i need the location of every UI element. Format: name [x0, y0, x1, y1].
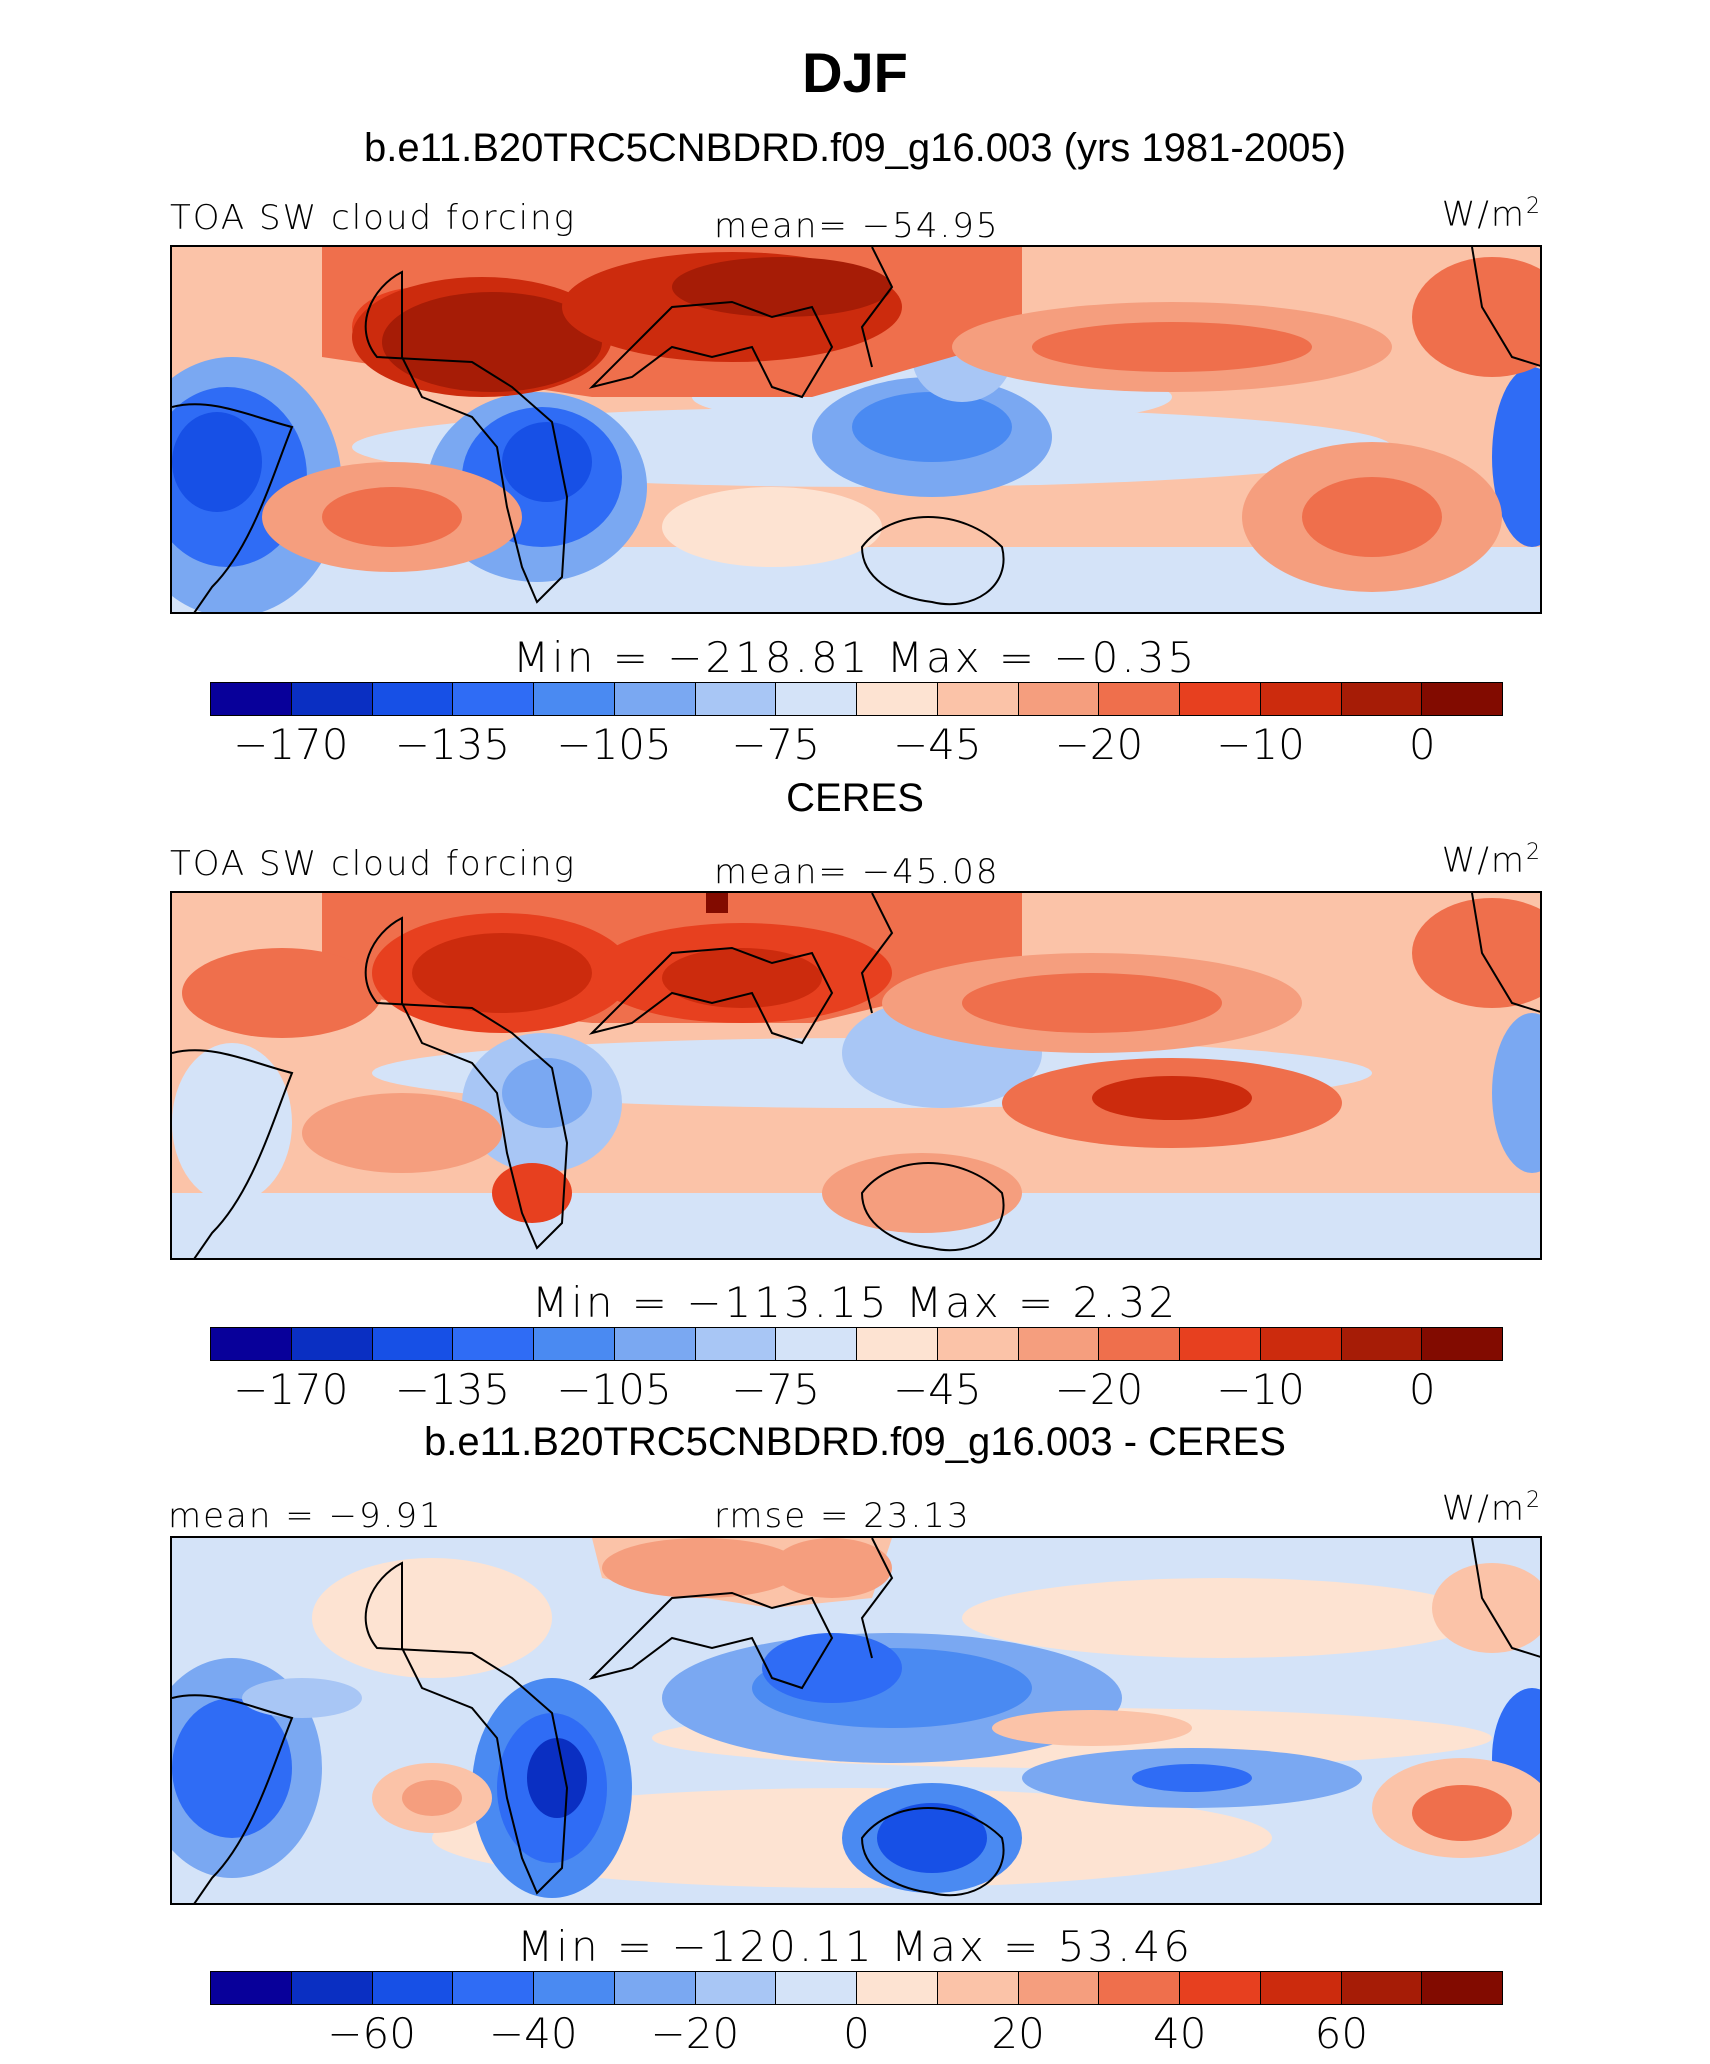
colorbar-tick-label: 60 — [1314, 2009, 1369, 2058]
colorbar-box — [1341, 1972, 1423, 2004]
colorbar-box — [372, 683, 454, 715]
panel2-colorbar — [210, 1327, 1503, 1361]
colorbar-box — [211, 1972, 292, 2004]
colorbar-tick-label: −170 — [233, 1365, 349, 1414]
colorbar-box — [776, 1328, 857, 1360]
colorbar-tick-label: 0 — [1408, 1365, 1436, 1414]
colorbar-box — [614, 1328, 696, 1360]
colorbar-box — [937, 1972, 1019, 2004]
colorbar-tick-label: −170 — [233, 720, 349, 769]
figure-title: DJF — [802, 41, 908, 104]
colorbar-box — [695, 1972, 777, 2004]
colorbar-box — [453, 683, 534, 715]
colorbar-tick-label: −10 — [1216, 1365, 1305, 1414]
colorbar-box — [937, 1328, 1019, 1360]
colorbar-tick-label: −75 — [731, 1365, 821, 1414]
panel1-units: W/m2 — [1441, 194, 1542, 235]
panel2-variable-label: TOA SW cloud forcing — [170, 844, 576, 884]
colorbar-box — [937, 683, 1019, 715]
colorbar-tick-label: −135 — [394, 1365, 511, 1414]
panel2-title: CERES — [786, 776, 924, 820]
colorbar-tick-label: 0 — [1408, 720, 1436, 769]
colorbar-tick-label: 20 — [991, 2009, 1045, 2058]
colorbar-box — [534, 1328, 615, 1360]
panel3-minmax: Min = −120.11 Max = 53.46 — [517, 1922, 1193, 1971]
case-title: b.e11.B20TRC5CNBDRD.f09_g16.003 (yrs 198… — [363, 126, 1346, 170]
colorbar-box — [695, 683, 777, 715]
panel2-minmax: Min = −113.15 Max = 2.32 — [531, 1278, 1179, 1327]
colorbar-tick-label: −105 — [556, 1365, 672, 1414]
panel3-rmse-label: rmse = 23.13 — [714, 1496, 971, 1536]
colorbar-box — [211, 1328, 292, 1360]
colorbar-box — [1099, 1328, 1180, 1360]
colorbar-box — [291, 1972, 373, 2004]
colorbar-box — [1018, 1328, 1100, 1360]
panel1-variable-label: TOA SW cloud forcing — [170, 198, 576, 238]
colorbar-box — [211, 683, 292, 715]
colorbar-box — [453, 1328, 534, 1360]
colorbar-box — [1341, 683, 1423, 715]
colorbar-tick-label: −45 — [892, 1365, 982, 1414]
colorbar-box — [453, 1972, 534, 2004]
panel2-map — [170, 891, 1542, 1260]
colorbar-box — [291, 1328, 373, 1360]
colorbar-box — [1341, 1328, 1423, 1360]
colorbar-tick-label: −10 — [1216, 720, 1305, 769]
panel2-mean-label: mean= −45.08 — [714, 852, 1000, 892]
colorbar-tick-label: −45 — [892, 720, 982, 769]
panel1-mean-label: mean= −54.95 — [714, 206, 1000, 246]
colorbar-tick-label: −75 — [731, 720, 821, 769]
colorbar-box — [614, 683, 696, 715]
colorbar-tick-label: −20 — [1054, 1365, 1144, 1414]
panel3-units: W/m2 — [1441, 1488, 1542, 1529]
panel2-units: W/m2 — [1441, 840, 1542, 881]
colorbar-box — [291, 683, 373, 715]
colorbar-box — [1422, 683, 1502, 715]
colorbar-tick-label: −135 — [394, 720, 511, 769]
panel3-colorbar — [210, 1971, 1503, 2005]
colorbar-box — [534, 1972, 615, 2004]
colorbar-box — [1099, 683, 1180, 715]
colorbar-box — [1180, 1972, 1261, 2004]
colorbar-box — [776, 1972, 857, 2004]
colorbar-tick-label: 0 — [843, 2009, 870, 2058]
colorbar-box — [1099, 1972, 1180, 2004]
colorbar-box — [1422, 1972, 1502, 2004]
colorbar-box — [857, 1328, 938, 1360]
colorbar-box — [1260, 1972, 1342, 2004]
colorbar-tick-label: −40 — [488, 2009, 578, 2058]
colorbar-box — [857, 683, 938, 715]
panel1-minmax: Min = −218.81 Max = −0.35 — [512, 633, 1198, 682]
colorbar-box — [372, 1972, 454, 2004]
panel1-colorbar — [210, 682, 1503, 716]
panel1-map — [170, 245, 1542, 614]
colorbar-box — [1260, 1328, 1342, 1360]
colorbar-box — [1422, 1328, 1502, 1360]
colorbar-box — [372, 1328, 454, 1360]
colorbar-box — [1018, 683, 1100, 715]
colorbar-tick-label: −20 — [650, 2009, 740, 2058]
colorbar-box — [776, 683, 857, 715]
colorbar-tick-label: −105 — [556, 720, 672, 769]
colorbar-tick-label: 40 — [1153, 2009, 1207, 2058]
colorbar-box — [1180, 683, 1261, 715]
colorbar-box — [1260, 683, 1342, 715]
panel3-title: b.e11.B20TRC5CNBDRD.f09_g16.003 - CERES — [424, 1420, 1286, 1464]
colorbar-tick-label: −20 — [1054, 720, 1144, 769]
colorbar-box — [1018, 1972, 1100, 2004]
panel3-mean-label: mean = −9.91 — [168, 1496, 443, 1536]
colorbar-box — [857, 1972, 938, 2004]
panel3-map — [170, 1536, 1542, 1905]
colorbar-box — [614, 1972, 696, 2004]
colorbar-box — [534, 683, 615, 715]
colorbar-box — [695, 1328, 777, 1360]
colorbar-tick-label: −60 — [327, 2009, 416, 2058]
colorbar-box — [1180, 1328, 1261, 1360]
